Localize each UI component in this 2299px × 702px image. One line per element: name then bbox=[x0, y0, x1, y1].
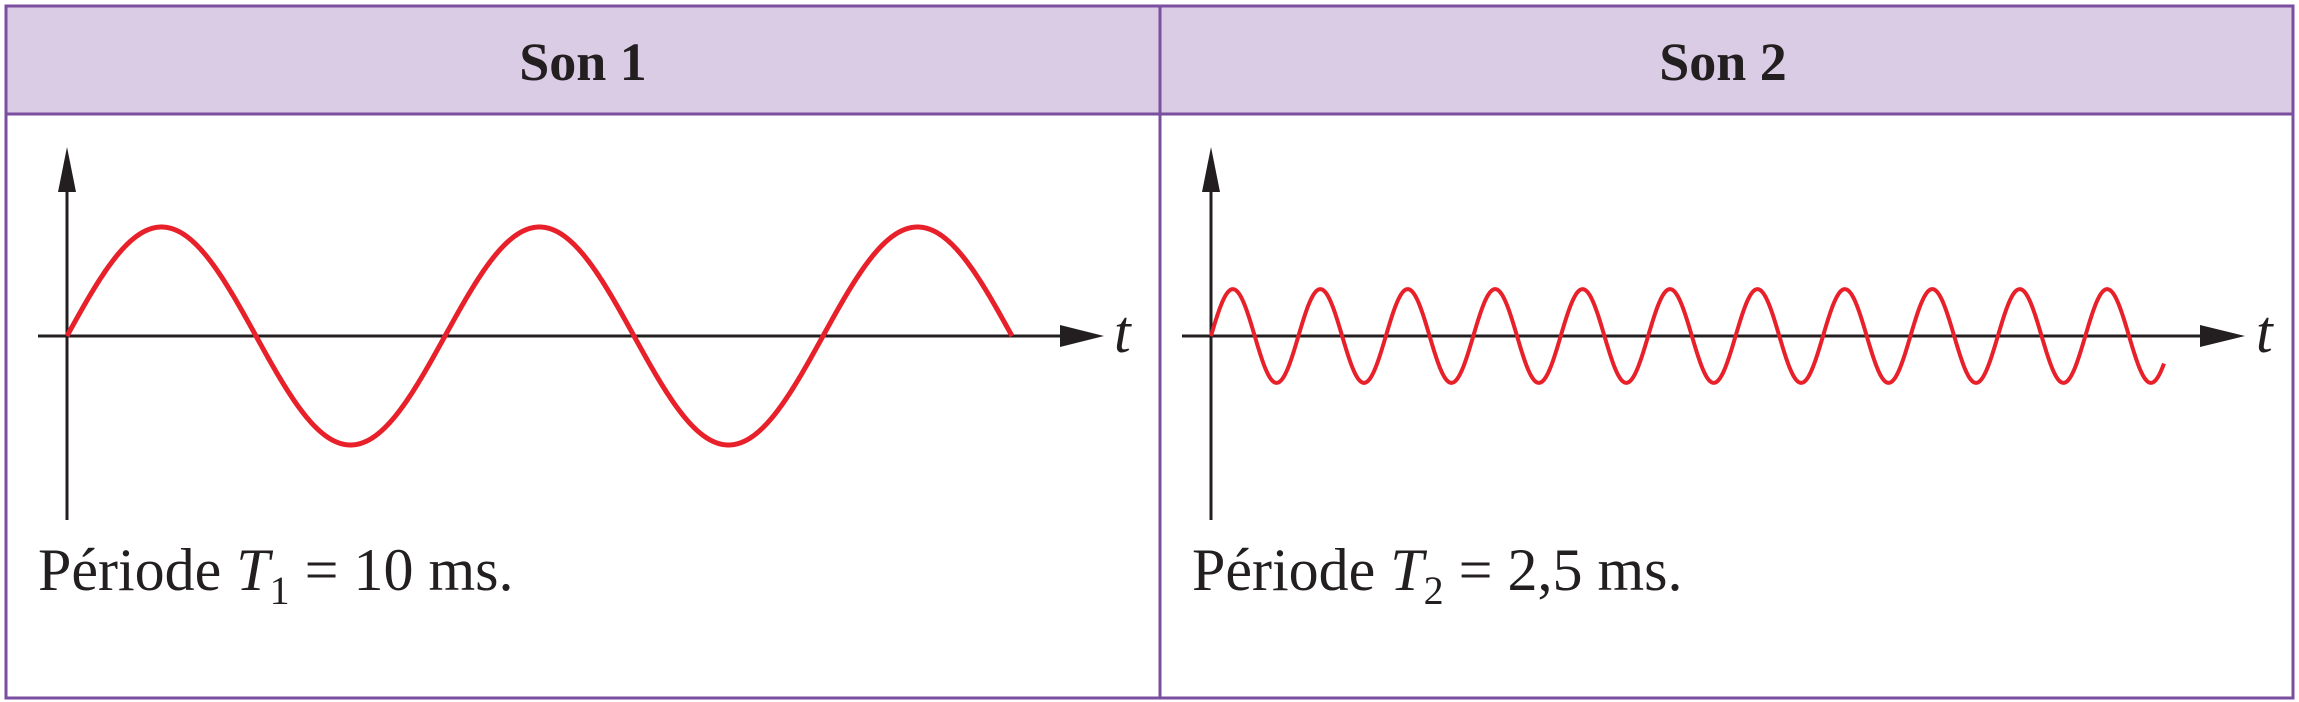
caption-prefix: Période bbox=[1192, 537, 1390, 603]
sound-comparison-figure: Son 1 t Période T1 = 10 ms. Son 2 t Péri… bbox=[0, 0, 2299, 702]
caption-subscript: 2 bbox=[1424, 568, 1444, 613]
panel-1-graph: t bbox=[38, 147, 1132, 520]
panel-2-graph: t bbox=[1182, 147, 2274, 520]
panel-2-title: Son 2 bbox=[1659, 32, 1787, 92]
caption-prefix: Période bbox=[38, 537, 236, 603]
panel-1-y-axis-arrow-icon bbox=[58, 147, 76, 192]
caption-symbol: T bbox=[236, 537, 273, 603]
caption-suffix: = 2,5 ms. bbox=[1444, 537, 1683, 603]
panel-2-y-axis-arrow-icon bbox=[1202, 147, 1220, 192]
panel-2-x-axis-arrow-icon bbox=[2200, 325, 2245, 347]
header-band bbox=[6, 6, 2293, 114]
panel-2-axis-label: t bbox=[2256, 299, 2274, 365]
panel-1-caption: Période T1 = 10 ms. bbox=[38, 537, 514, 613]
panel-1-x-axis-arrow-icon bbox=[1060, 325, 1104, 347]
panel-2-caption: Période T2 = 2,5 ms. bbox=[1192, 537, 1683, 613]
panel-1-title: Son 1 bbox=[519, 32, 647, 92]
caption-suffix: = 10 ms. bbox=[290, 537, 514, 603]
caption-subscript: 1 bbox=[270, 568, 290, 613]
panel-1-axis-label: t bbox=[1114, 299, 1132, 365]
caption-symbol: T bbox=[1390, 537, 1427, 603]
